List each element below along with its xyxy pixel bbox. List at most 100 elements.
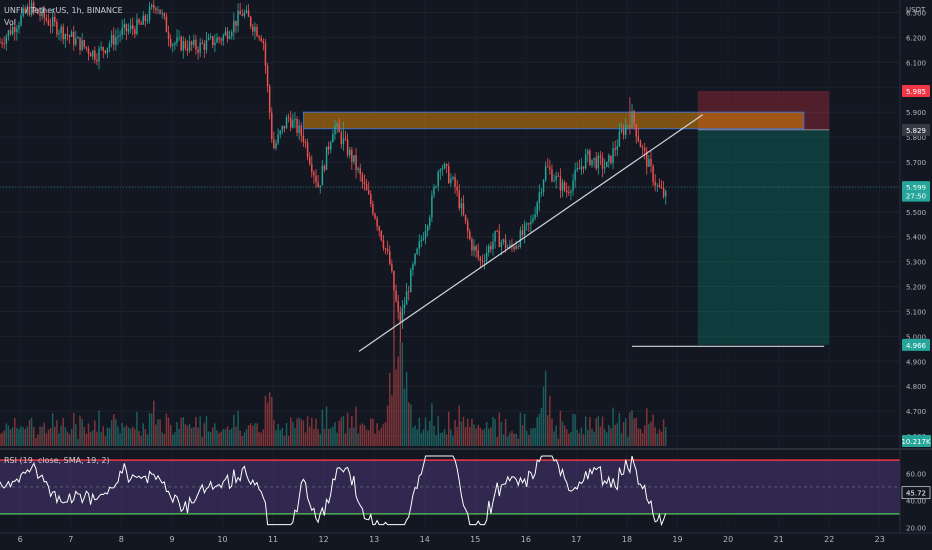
volume-bar xyxy=(422,429,425,446)
volume-bar xyxy=(578,433,581,446)
volume-bar xyxy=(664,427,667,446)
volume-bar xyxy=(319,434,321,446)
candle-body xyxy=(41,9,43,16)
candle-body xyxy=(635,124,637,137)
candle-body xyxy=(618,131,621,147)
volume-bar xyxy=(64,427,67,446)
volume-bar xyxy=(389,372,391,446)
candle-body xyxy=(224,31,227,36)
candle-body xyxy=(332,134,334,143)
volume-bar xyxy=(591,428,593,446)
rsi-indicator-label[interactable]: RSI (19, close, SMA, 19, 2) xyxy=(4,456,110,465)
volume-indicator-label[interactable]: Vol xyxy=(4,18,16,27)
candle-body xyxy=(60,26,62,33)
volume-bar xyxy=(308,426,311,446)
candle-body xyxy=(473,246,475,251)
candle-body xyxy=(239,10,241,15)
candle-body xyxy=(485,252,488,261)
time-tick-label: 18 xyxy=(622,535,632,544)
volume-bar xyxy=(557,438,560,446)
volume-bar xyxy=(195,417,197,446)
volume-bar xyxy=(363,425,366,446)
candle-body xyxy=(363,181,366,185)
volume-bar xyxy=(209,432,212,446)
volume-bar xyxy=(273,419,275,446)
volume-bar xyxy=(384,422,387,446)
candle-body xyxy=(182,41,185,51)
volume-bar xyxy=(469,426,471,446)
candle-body xyxy=(580,166,583,170)
candle-body xyxy=(37,9,39,14)
candle-body xyxy=(226,31,229,39)
volume-bar xyxy=(241,436,244,446)
candle-body xyxy=(336,124,338,126)
candle-body xyxy=(0,42,1,44)
candle-body xyxy=(113,34,115,45)
volume-bar xyxy=(193,427,195,446)
volume-bar xyxy=(641,433,644,446)
candle-body xyxy=(296,118,298,133)
price-tick-label: 5.800 xyxy=(906,134,926,142)
candle-body xyxy=(572,180,574,192)
volume-bar xyxy=(140,435,142,446)
candle-body xyxy=(555,175,557,181)
volume-bar xyxy=(447,411,450,446)
symbol-title[interactable]: UNFI / TetherUS, 1h, BINANCE xyxy=(4,6,123,15)
candle-body xyxy=(658,184,661,188)
candle-body xyxy=(656,184,659,186)
candle-body xyxy=(351,149,353,162)
volume-bar xyxy=(654,427,656,446)
candle-body xyxy=(30,2,33,15)
candle-body xyxy=(197,49,199,53)
volume-bar xyxy=(407,402,410,446)
volume-bar xyxy=(11,427,14,446)
volume-bar xyxy=(306,416,309,446)
time-tick-label: 23 xyxy=(875,535,885,544)
candle-body xyxy=(49,24,52,26)
price-label-box xyxy=(902,123,930,136)
candle-body xyxy=(285,117,288,129)
candle-body xyxy=(207,37,210,40)
volume-bar xyxy=(511,431,513,446)
candle-body xyxy=(612,148,614,164)
candle-body xyxy=(195,39,197,50)
time-tick-label: 19 xyxy=(672,535,682,544)
candle-body xyxy=(426,226,429,232)
volume-bar xyxy=(662,419,665,446)
time-tick-label: 10 xyxy=(217,535,227,544)
volume-bar xyxy=(528,435,530,446)
candle-body xyxy=(75,38,77,45)
time-tick-label: 15 xyxy=(470,535,480,544)
candle-body xyxy=(249,17,252,27)
volume-bar xyxy=(296,418,298,446)
price-label-text: 5.985 xyxy=(906,88,926,96)
volume-bar xyxy=(199,416,201,446)
candlestick-series[interactable] xyxy=(0,0,667,342)
volume-bar xyxy=(473,424,475,446)
volume-bar xyxy=(66,431,69,446)
candle-body xyxy=(165,16,168,33)
volume-bar xyxy=(639,429,642,446)
candle-body xyxy=(26,6,29,13)
candle-body xyxy=(382,240,385,249)
volume-bar xyxy=(502,434,505,446)
candle-body xyxy=(393,271,395,291)
volume-bar xyxy=(660,431,663,446)
price-label-text: 4.966 xyxy=(906,342,927,350)
candle-body xyxy=(150,5,153,7)
candle-body xyxy=(458,190,461,209)
volume-bar xyxy=(134,429,136,446)
volume-bar xyxy=(129,428,132,446)
volume-bar xyxy=(361,423,364,446)
candle-body xyxy=(56,21,58,35)
volume-bar xyxy=(500,422,503,446)
trendline-layer[interactable] xyxy=(358,114,825,352)
volume-bar xyxy=(334,422,336,446)
candle-body xyxy=(500,241,503,248)
candle-body xyxy=(22,8,24,16)
volume-bar xyxy=(547,415,549,446)
volume-bar xyxy=(98,410,100,446)
